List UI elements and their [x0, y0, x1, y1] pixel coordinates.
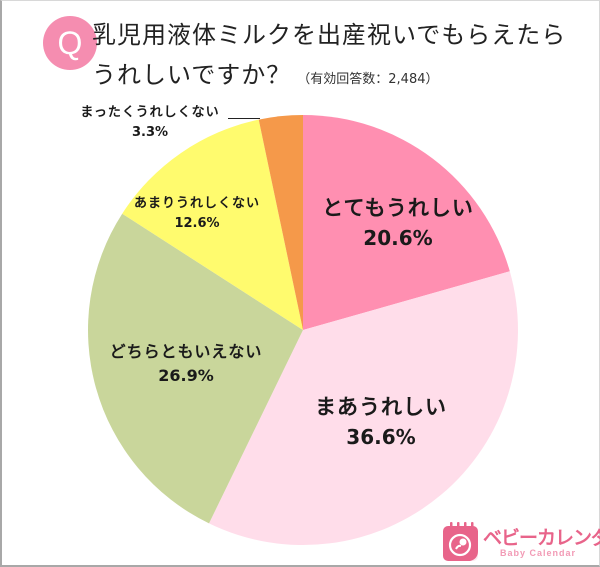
label-not-very-happy: あまりうれしくない 12.6% [133, 196, 261, 231]
label-very-happy: とてもうれしい 20.6% [322, 196, 474, 250]
title-line-2-text: うれしいですか？ [92, 61, 292, 89]
slice-somewhat-happy [209, 271, 518, 546]
slice-not-happy-at-all [258, 114, 303, 330]
response-count-note: （有効回答数：2,484） [297, 72, 439, 87]
slice-not-very-happy [122, 119, 303, 330]
logo-text: ベビーカレンダー [483, 527, 600, 549]
baby-calendar-logo: ベビーカレンダー Baby Calendar [442, 520, 600, 564]
title-line-2: うれしいですか？ （有効回答数：2,484） [92, 55, 566, 100]
label-somewhat-happy: まあうれしい 36.6% [315, 395, 447, 449]
slice-very-happy [303, 115, 510, 330]
label-not-happy-at-all: まったくうれしくない 3.3% [80, 105, 220, 140]
title-line-1: 乳児用液体ミルクを出産祝いでもらえたら [92, 21, 567, 49]
question-badge: Q [43, 16, 97, 70]
label-neutral: どちらともいえない 26.9% [109, 342, 263, 385]
question-title: 乳児用液体ミルクを出産祝いでもらえたら うれしいですか？ （有効回答数：2,484… [92, 15, 566, 100]
leader-line [228, 118, 260, 119]
slice-neutral [88, 213, 304, 524]
calendar-baby-icon [443, 522, 478, 561]
logo-subtext: Baby Calendar [500, 548, 577, 558]
